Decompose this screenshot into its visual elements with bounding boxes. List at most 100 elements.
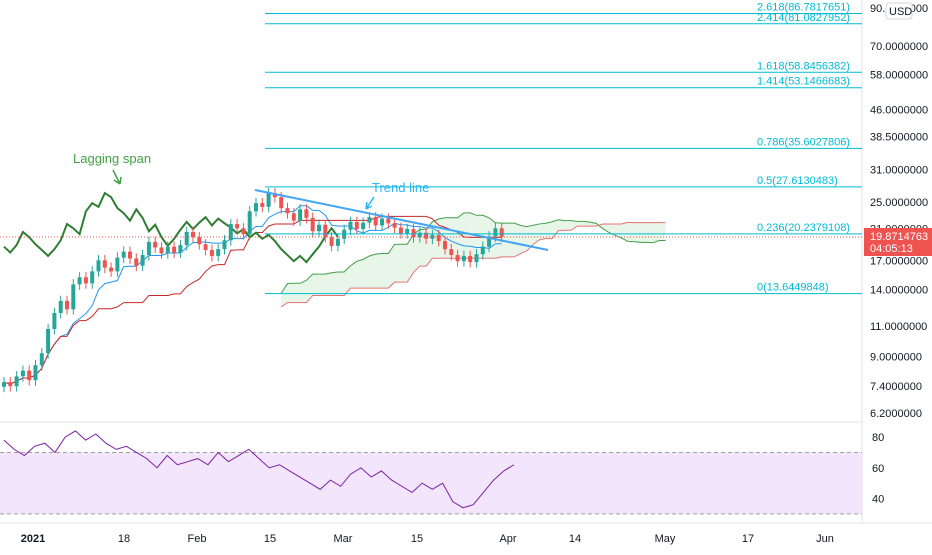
candle-body [140,255,145,266]
price-tick-label: 17.0000000 [870,255,928,267]
price-tick-label: 14.0000000 [870,285,928,297]
time-tick-label: 18 [118,533,130,545]
candle-body [398,227,403,234]
rsi-band [0,452,862,514]
candle-body [58,300,63,314]
candle-body [367,217,372,223]
candle-body [115,257,120,272]
currency-badge[interactable]: USD [889,6,912,18]
price-tick-label: 11.0000000 [870,321,927,333]
price-tick-label: 38.5000000 [870,132,928,144]
rsi-tick-label: 80 [872,432,884,444]
candle-body [335,238,340,246]
candle-body [235,224,240,229]
candle-body [386,218,391,224]
candle-body [499,228,504,237]
candle-body [317,224,321,232]
price-axis: 90.000000070.000000058.000000046.0000000… [870,3,928,420]
candle-body [128,251,132,259]
fib-level-label: 2.414(81.0827952) [757,12,850,24]
candle-body [2,382,6,387]
candle-body [285,208,290,214]
candle-body [153,241,158,248]
time-tick-label: 15 [411,533,423,545]
candle-body [329,237,334,246]
grid [0,0,932,524]
leading-span-b [280,221,666,308]
candle-body [121,251,126,258]
candle-body [455,255,460,262]
fib-level-label: 0.5(27.6130483) [757,175,838,187]
candle-body [411,229,416,238]
price-tick-label: 58.0000000 [870,70,928,82]
price-tick-label: 46.0000000 [870,105,928,117]
candle-body [266,193,271,207]
candle-body [203,244,208,250]
candle-body [159,247,164,254]
candle-body [392,223,397,228]
last-price-tag [864,228,932,256]
candle-body [468,255,473,263]
fib-level-label: 0.786(35.6027806) [757,136,850,148]
time-axis: 2021 18 Feb 15 Mar 15 Apr 14 May 17 Jun [21,533,834,545]
rsi-line [3,430,515,509]
leading-span-a [280,212,666,294]
candle-body [27,370,32,381]
rsi-tick-label: 40 [872,494,884,506]
last-price-value: 19.8714763 [870,231,928,243]
time-tick-label: 17 [742,533,754,545]
candle-body [146,241,151,256]
fib-level-label: 2.618(86.7817651) [757,2,850,14]
candle-body [83,277,88,284]
conversion-line [3,205,502,385]
time-tick-label: Jun [816,533,834,545]
candle-body [424,232,429,239]
candle-body [361,222,366,230]
fib-levels: 2.618(86.7817651)2.414(81.0827952) 1.618(… [0,2,862,295]
candle-body [436,234,441,242]
candle-body [323,224,328,238]
candle-body [134,258,139,266]
price-tick-label: 70.0000000 [870,41,928,53]
candle-body [443,241,447,250]
time-tick-label: 14 [569,533,581,545]
candle-body [222,240,227,250]
candle-body [272,193,277,198]
candle-body [20,370,25,377]
time-tick-label: Feb [188,533,207,545]
candle-body [178,245,183,253]
candle-body [184,231,189,246]
candle-body [417,232,422,238]
candle-body [247,211,252,235]
price-tick-label: 31.0000000 [870,164,928,176]
trend-line[interactable] [254,189,549,251]
fib-level-label: 0.236(20.2379108) [757,222,850,234]
annotation-trend-line: Trend line [372,180,429,195]
indicator-lines [3,191,502,385]
candle-body [14,376,19,387]
fib-level-label: 0(13.6449848) [757,282,829,294]
candle-body [304,209,309,218]
cloud-fill [281,212,666,307]
time-tick-label: Mar [334,533,353,545]
last-price-countdown: 04:05:13 [870,243,913,255]
candle-body [102,260,107,268]
rsi-axis: 80 60 40 [872,432,884,505]
rsi-pane [0,430,862,515]
candle-body [191,231,195,238]
candle-body [96,260,101,272]
candle-body [165,246,170,254]
candle-body [310,217,315,232]
candle-body [46,328,51,354]
currency-badge-box[interactable] [885,2,913,20]
price-tick-label: 9.0000000 [870,352,922,364]
candle-body [90,271,95,284]
fib-level-label: 1.414(53.1466683) [757,76,850,88]
candle-body [209,249,214,256]
candle-body [405,229,410,234]
ichimoku-cloud [280,212,666,308]
candle-body [487,236,492,247]
candles [2,187,504,393]
